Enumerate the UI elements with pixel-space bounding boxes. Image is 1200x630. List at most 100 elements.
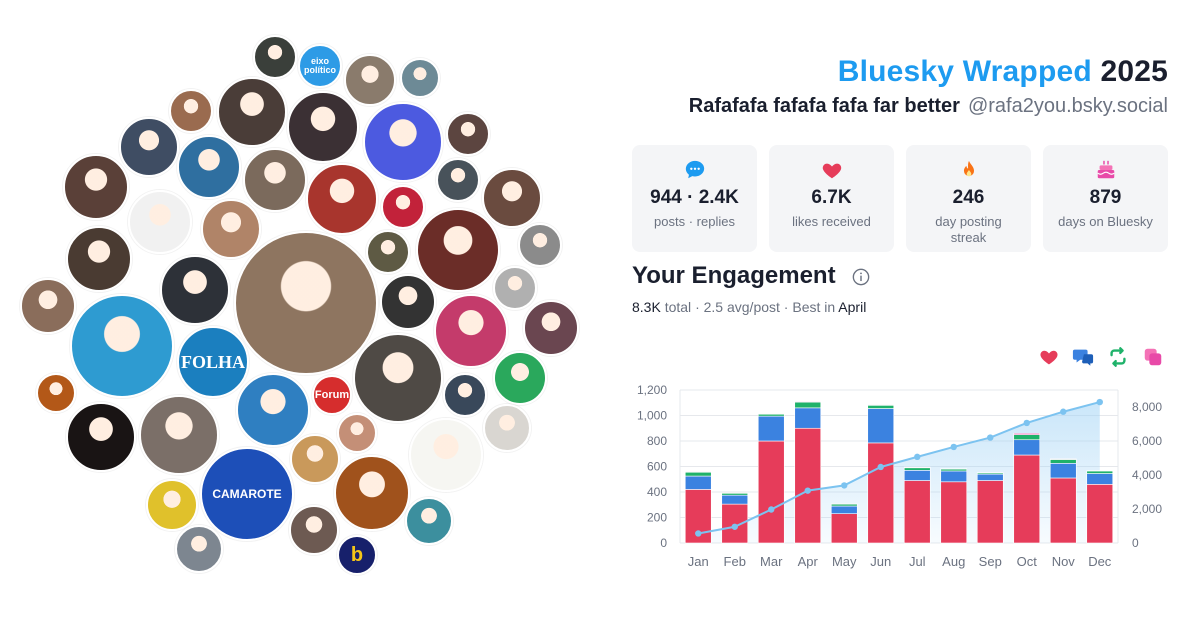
- x-tick-label: Jul: [909, 554, 926, 569]
- y2-tick-label: 4,000: [1132, 468, 1162, 482]
- avatar[interactable]: [409, 418, 483, 492]
- x-tick-label: Nov: [1052, 554, 1076, 569]
- avatar[interactable]: [128, 190, 192, 254]
- wrapped-year: 2025: [1100, 55, 1168, 88]
- avatar[interactable]: [66, 226, 132, 292]
- avatar[interactable]: [169, 89, 213, 133]
- avatar[interactable]: [289, 505, 339, 555]
- stat-label: posts · replies: [654, 214, 735, 229]
- x-tick-label: Feb: [724, 554, 746, 569]
- avatar-cluster: eixo político FOLHA Forum CAMAROTE b: [20, 35, 579, 575]
- cumulative-point: [1023, 419, 1030, 427]
- stat-value: 246: [952, 187, 985, 208]
- avatar[interactable]: [416, 208, 500, 292]
- avatar[interactable]: [306, 163, 378, 235]
- avatar[interactable]: [236, 373, 310, 447]
- y-tick-label: 200: [647, 511, 667, 525]
- avatar-folha[interactable]: FOLHA: [177, 326, 249, 398]
- avatar[interactable]: [70, 294, 174, 398]
- avatar[interactable]: [344, 54, 396, 106]
- avatar[interactable]: [146, 479, 198, 531]
- avatar-eixo-politico[interactable]: eixo político: [298, 44, 342, 88]
- stat-card-days: 879 days on Bluesky: [1043, 145, 1168, 252]
- bar-reposts: [1013, 434, 1041, 441]
- bar-reposts: [1086, 470, 1114, 474]
- bar-replies: [757, 415, 785, 442]
- avatar[interactable]: [287, 91, 359, 163]
- avatar[interactable]: [482, 168, 542, 228]
- engagement-average: 2.5 avg/post: [703, 299, 780, 315]
- engagement-chart: 0 200 400 600 800 1,000 1,200 0 2,000 4,000 6,000 8…: [637, 383, 1162, 569]
- bar-quotes: [1013, 433, 1041, 435]
- avatar[interactable]: [337, 413, 377, 453]
- avatar[interactable]: [139, 395, 219, 475]
- y-tick-label: 1,000: [637, 409, 667, 423]
- info-icon[interactable]: [852, 268, 870, 286]
- avatar[interactable]: [436, 158, 480, 202]
- avatar[interactable]: [493, 266, 537, 310]
- x-tick-label: Jan: [688, 554, 709, 569]
- avatar[interactable]: [366, 230, 410, 274]
- repost-icon[interactable]: [1107, 346, 1129, 368]
- stat-value: 879: [1089, 187, 1122, 208]
- avatar[interactable]: [36, 373, 76, 413]
- avatar[interactable]: [405, 497, 453, 545]
- avatar[interactable]: [243, 148, 307, 212]
- avatar[interactable]: [217, 77, 287, 147]
- avatar-logo-text: eixo político: [304, 56, 336, 75]
- avatar[interactable]: [63, 154, 129, 220]
- y2-tick-label: 6,000: [1132, 434, 1162, 448]
- x-tick-label: Sep: [979, 554, 1002, 569]
- user-handle[interactable]: @rafa2you.bsky.social: [967, 95, 1168, 117]
- avatar[interactable]: [175, 525, 223, 573]
- avatar[interactable]: [334, 455, 410, 531]
- bar-likes: [794, 427, 822, 544]
- x-tick-label: Jun: [870, 554, 891, 569]
- bar-reposts: [794, 401, 822, 409]
- avatar[interactable]: [290, 434, 340, 484]
- stat-value: 6.7K: [811, 187, 852, 208]
- avatar[interactable]: [177, 135, 241, 199]
- cumulative-point: [695, 530, 702, 537]
- bar-likes: [940, 481, 968, 544]
- avatar[interactable]: [160, 255, 230, 325]
- avatar[interactable]: [443, 373, 487, 417]
- engagement-title: Your Engagement: [632, 262, 836, 289]
- bar-likes: [867, 442, 895, 544]
- cumulative-point: [804, 487, 811, 494]
- cumulative-point: [768, 506, 775, 513]
- bar-quotes: [867, 404, 895, 406]
- bar-replies: [794, 407, 822, 429]
- avatar[interactable]: [434, 294, 508, 368]
- avatar[interactable]: [380, 274, 436, 330]
- cumulative-point: [987, 434, 994, 441]
- bar-replies: [684, 475, 712, 490]
- avatar[interactable]: [446, 112, 490, 156]
- avatar-camarote[interactable]: CAMAROTE: [200, 447, 294, 541]
- avatar[interactable]: [234, 231, 378, 375]
- avatar[interactable]: [253, 35, 297, 79]
- avatar[interactable]: [483, 404, 531, 452]
- avatar[interactable]: [518, 223, 562, 267]
- bar-replies: [976, 473, 1004, 481]
- avatar-logo-text: b: [350, 544, 364, 566]
- avatar[interactable]: [20, 278, 76, 334]
- avatar[interactable]: [201, 199, 261, 259]
- avatar[interactable]: [353, 333, 443, 423]
- avatar[interactable]: [400, 58, 440, 98]
- avatar[interactable]: [381, 185, 425, 229]
- avatar[interactable]: [119, 117, 179, 177]
- page-title: Bluesky Wrapped 2025: [838, 55, 1168, 89]
- bar-replies: [721, 494, 749, 505]
- avatar[interactable]: [363, 102, 443, 182]
- avatar-b[interactable]: b: [337, 535, 377, 575]
- quote-icon[interactable]: [1142, 346, 1164, 368]
- reply-icon[interactable]: [1072, 346, 1094, 368]
- chart-legend: [1038, 346, 1168, 368]
- avatar-forum[interactable]: Forum: [312, 375, 352, 415]
- avatar[interactable]: [66, 402, 136, 472]
- cumulative-point: [877, 463, 884, 471]
- avatar[interactable]: [523, 300, 579, 356]
- heart-icon[interactable]: [1038, 346, 1060, 368]
- avatar[interactable]: [493, 351, 547, 405]
